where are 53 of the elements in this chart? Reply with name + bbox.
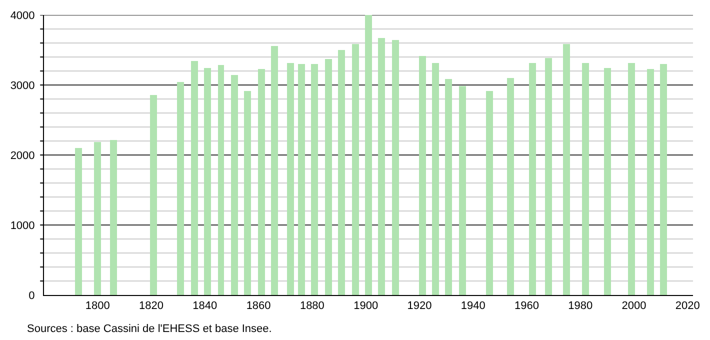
- y-tick-label: 3000: [10, 80, 35, 92]
- x-tick-label: 1860: [246, 300, 271, 312]
- bar: [647, 69, 654, 295]
- bar: [419, 56, 426, 295]
- bar: [75, 148, 82, 295]
- bar: [244, 91, 251, 295]
- bar: [338, 50, 345, 295]
- bar: [378, 38, 385, 295]
- bar: [218, 65, 224, 295]
- bar: [582, 63, 589, 295]
- bar: [432, 63, 439, 295]
- bar: [231, 75, 238, 295]
- bar: [110, 140, 117, 295]
- bar: [445, 79, 452, 295]
- x-tick-label: 1820: [139, 300, 164, 312]
- bar: [352, 44, 359, 295]
- bar: [563, 44, 570, 295]
- bar: [287, 63, 294, 295]
- y-tick-label: 4000: [10, 10, 35, 22]
- bar: [628, 63, 635, 295]
- bar: [459, 86, 466, 295]
- x-tick-label: 1880: [300, 300, 324, 312]
- bar: [660, 64, 667, 295]
- bar: [486, 91, 493, 295]
- bar: [529, 63, 536, 295]
- x-tick-label: 1980: [568, 300, 593, 312]
- y-tick-label: 2000: [10, 150, 35, 162]
- bar: [177, 82, 184, 295]
- bar: [507, 78, 514, 295]
- bar: [604, 68, 611, 295]
- bar: [545, 58, 552, 295]
- bar: [311, 64, 318, 295]
- x-tick-label: 2000: [622, 300, 646, 312]
- source-note: Sources : base Cassini de l'EHESS et base Insee.: [27, 323, 272, 335]
- x-tick-label: 1840: [192, 300, 218, 312]
- bar: [150, 95, 157, 295]
- x-tick-label: 1900: [354, 300, 378, 312]
- x-tick-label: 1800: [85, 300, 110, 312]
- bar: [258, 69, 265, 295]
- y-tick-label: 1000: [10, 220, 35, 232]
- bar: [392, 40, 399, 295]
- bar: [365, 15, 372, 295]
- bar: [271, 46, 278, 295]
- x-tick-label: 1940: [460, 300, 486, 312]
- y-tick-label: 0: [28, 290, 35, 302]
- bar: [204, 68, 211, 295]
- x-tick-label: 1960: [514, 300, 539, 312]
- bar: [325, 59, 332, 295]
- x-tick-label: 1920: [407, 300, 432, 312]
- bar: [298, 64, 305, 295]
- bar: [94, 142, 101, 295]
- bar: [191, 61, 198, 295]
- x-tick-label: 2020: [675, 300, 700, 312]
